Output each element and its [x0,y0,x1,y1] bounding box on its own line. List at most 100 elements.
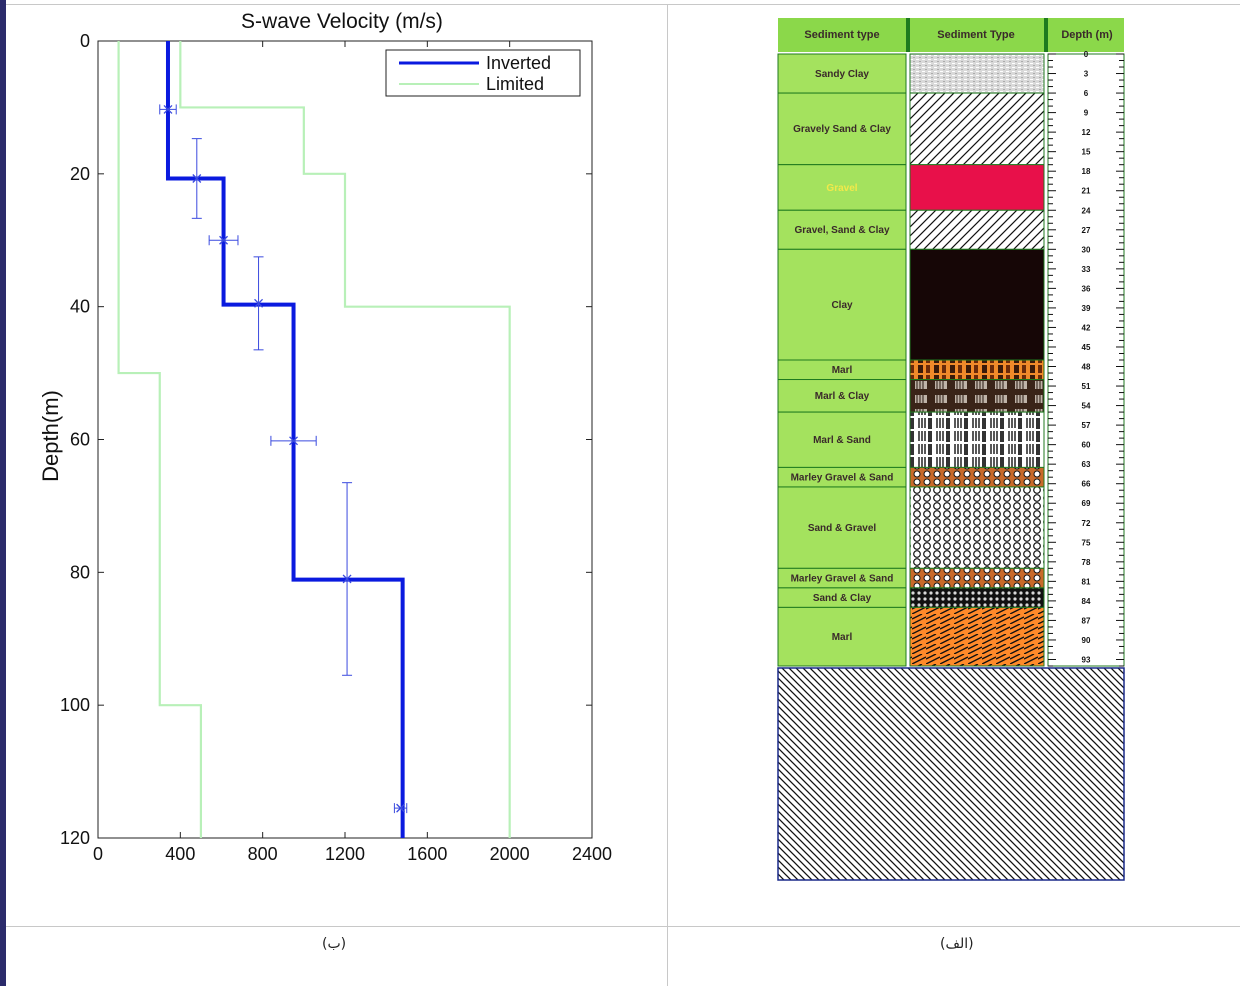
depth-label: 78 [1082,558,1091,567]
depth-label: 12 [1082,128,1091,137]
depth-label: 21 [1082,187,1091,196]
layer-name-label: Marl [832,365,853,376]
y-tick-label: 120 [60,828,90,848]
depth-label: 66 [1082,480,1091,489]
depth-label: 51 [1082,382,1091,391]
depth-label: 54 [1082,402,1091,411]
x-tick-label: 2000 [490,844,530,864]
depth-scale-background [1047,53,1125,667]
depth-label: 57 [1082,421,1091,430]
depth-label: 84 [1082,597,1091,606]
layer-name-cell [777,248,907,361]
frame-divider-horizontal [6,926,1240,927]
depth-label: 18 [1082,167,1091,176]
layer-name-cell [777,92,907,166]
depth-label: 36 [1082,284,1091,293]
layer-name-cell [777,164,907,211]
depth-label: 0 [1084,50,1089,59]
column-header-sediment-type: Sediment type [804,29,879,41]
frame-divider-vertical [667,4,668,986]
legend-label-inverted: Inverted [486,53,551,73]
data-point-marker [192,174,202,183]
layer-name-cell [777,486,907,569]
x-tick-label: 2400 [572,844,612,864]
data-point-marker [396,803,406,813]
depth-label: 42 [1082,323,1091,332]
layer-pattern-cell [909,466,1045,488]
depth-label: 27 [1082,226,1091,235]
caption-left: (ب) [322,936,347,952]
layer-pattern-cell [909,606,1045,667]
column-header-sediment-pattern: Sediment Type [937,29,1014,41]
x-tick-label: 400 [165,844,195,864]
depth-label: 75 [1082,538,1091,547]
series-limited-lower-line [117,41,203,838]
layer-pattern-cell [909,411,1045,468]
layer-name-label: Marl & Sand [813,435,871,446]
layer-pattern-cell [909,53,1045,94]
y-tick-label: 100 [60,695,90,715]
depth-label: 81 [1082,577,1091,586]
layer-name-label: Sandy Clay [815,69,869,80]
layer-name-label: Marley Gravel & Sand [791,473,894,484]
y-tick-label: 40 [70,297,90,317]
y-axis-label: Depth(m) [38,390,63,482]
data-point-marker [254,298,264,308]
depth-label: 69 [1082,499,1091,508]
y-tick-label: 60 [70,430,90,450]
series-limited-upper-line [179,41,511,838]
layer-pattern-cell [909,587,1045,608]
sediment-column: Sandy Clay Gravely Sand & Clay Gravel Grave… [777,18,1125,881]
depth-label: 93 [1082,655,1091,664]
depth-label: 30 [1082,245,1091,254]
frame-top-line [6,4,1240,5]
depth-label: 87 [1082,616,1091,625]
y-tick-label: 0 [80,31,90,51]
layer-name-label: Gravel, Sand & Clay [794,225,889,236]
depth-label: 39 [1082,304,1091,313]
depth-label: 33 [1082,265,1091,274]
layer-name-label: Marl & Clay [815,391,870,402]
layer-pattern-cell [909,248,1045,361]
column-header-cell [1048,18,1124,52]
layer-name-label: Sand & Clay [813,593,872,604]
layer-name-label: Clay [831,300,853,311]
layer-name-cell [777,411,907,468]
y-tick-label: 20 [70,164,90,184]
layer-name-cell [777,379,907,413]
x-tick-label: 1600 [407,844,447,864]
x-tick-label: 1200 [325,844,365,864]
layer-name-cell [777,606,907,667]
bedrock-hatch-block [777,667,1125,881]
layer-name-label: Marley Gravel & Sand [791,573,894,584]
data-point-marker [289,436,299,446]
chart-title: S-wave Velocity (m/s) [241,10,443,33]
legend-box [385,49,581,97]
x-tick-label: 0 [93,844,103,864]
column-header-cell [910,18,1044,52]
depth-label: 9 [1084,109,1089,118]
layer-pattern-cell [909,92,1045,166]
chart-legend: Inverted Limited [385,49,581,97]
x-tick-label: 800 [248,844,278,864]
layer-name-label: Gravely Sand & Clay [793,124,891,135]
data-point-marker [342,574,352,584]
depth-label: 6 [1084,89,1089,98]
layer-name-label: Gravel [826,183,857,194]
depth-label: 15 [1082,148,1091,157]
depth-label: 63 [1082,460,1091,469]
column-header-cell [778,18,906,52]
y-tick-label: 80 [70,562,90,582]
layer-pattern-cell [909,567,1045,589]
layer-pattern-cell [909,486,1045,569]
depth-label: 90 [1082,636,1091,645]
depth-label: 48 [1082,363,1091,372]
data-point-marker [163,104,173,114]
legend-label-limited: Limited [486,74,544,94]
depth-label: 60 [1082,441,1091,450]
data-point-marker [219,235,229,245]
depth-label: 3 [1084,70,1089,79]
caption-right: (الف) [940,936,974,952]
layer-pattern-cell [909,164,1045,211]
column-header-depth: Depth (m) [1061,29,1113,41]
